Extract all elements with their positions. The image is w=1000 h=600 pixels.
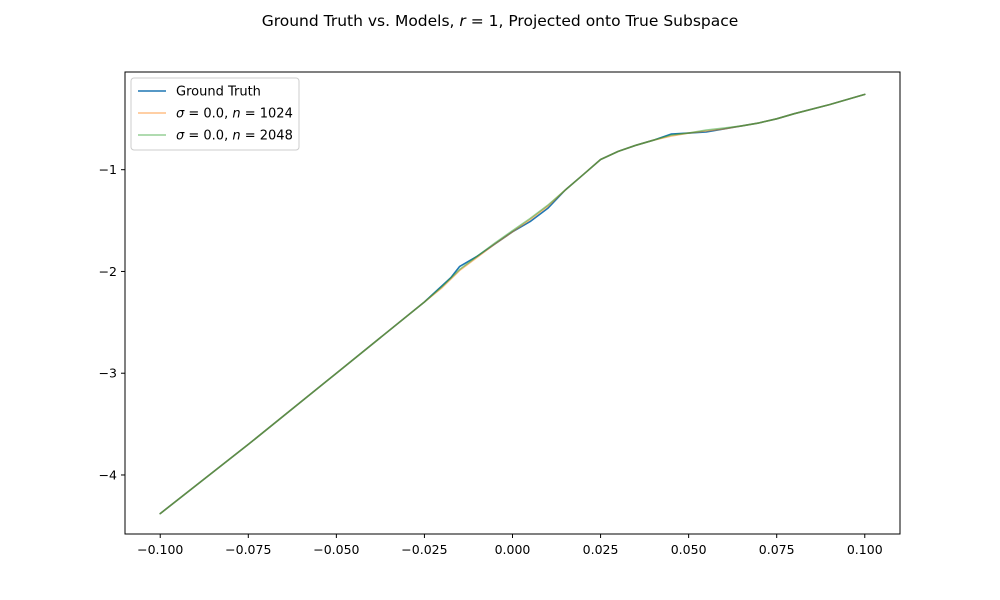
y-axis: −4 −3 −2 −1 <box>99 162 125 482</box>
y-tick-label: −4 <box>99 467 117 482</box>
x-axis: −0.100 −0.075 −0.050 −0.025 0.000 0.025 0.050 0… <box>137 534 883 557</box>
series-line-2 <box>159 93 866 515</box>
x-tick-label: 0.050 <box>671 542 707 557</box>
x-tick-label: −0.025 <box>401 542 447 557</box>
x-tick-label: −0.050 <box>313 542 359 557</box>
y-tick-label: −2 <box>99 264 117 279</box>
series-layer <box>159 93 866 515</box>
x-tick-label: 0.000 <box>495 542 531 557</box>
x-tick-label: 0.100 <box>847 542 883 557</box>
x-tick-label: 0.025 <box>583 542 619 557</box>
y-tick-label: −1 <box>99 162 117 177</box>
y-tick-label: −3 <box>99 366 117 381</box>
legend-label-n2048: σ = 0.0, n = 2048 <box>176 129 293 144</box>
legend-label-ground-truth: Ground Truth <box>176 85 261 100</box>
x-tick-label: 0.075 <box>759 542 795 557</box>
chart-title: Ground Truth vs. Models, r = 1, Projecte… <box>262 12 739 30</box>
legend-label-n1024: σ = 0.0, n = 1024 <box>176 107 293 122</box>
x-tick-label: −0.075 <box>225 542 271 557</box>
legend: Ground Truth σ = 0.0, n = 1024 σ = 0.0, … <box>130 77 300 151</box>
x-tick-label: −0.100 <box>137 542 183 557</box>
legend-box <box>130 77 300 151</box>
